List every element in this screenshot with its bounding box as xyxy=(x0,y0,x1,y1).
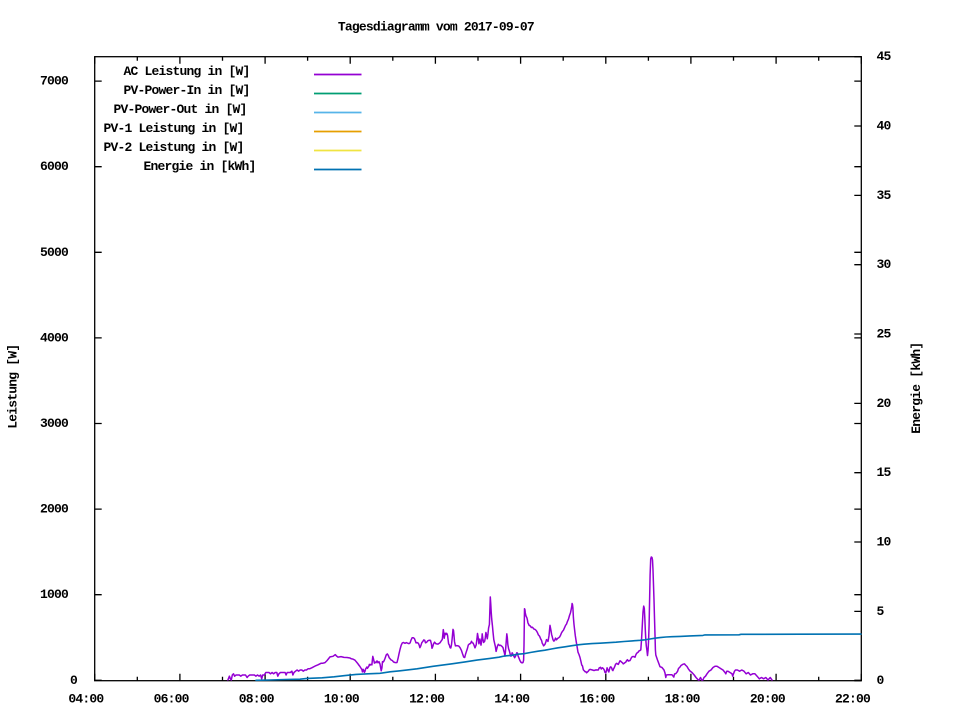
svg-text:6000: 6000 xyxy=(40,159,69,174)
svg-text:5: 5 xyxy=(877,604,885,619)
svg-text:15: 15 xyxy=(877,465,892,480)
svg-text:20: 20 xyxy=(877,396,892,411)
svg-text:Leistung [W]: Leistung [W] xyxy=(5,345,20,429)
svg-text:PV-Power-Out in [W]: PV-Power-Out in [W] xyxy=(114,102,247,117)
svg-text:08:00: 08:00 xyxy=(239,692,275,707)
svg-text:Energie [kWh]: Energie [kWh] xyxy=(909,343,924,434)
svg-text:04:00: 04:00 xyxy=(68,692,104,707)
svg-text:2000: 2000 xyxy=(40,502,69,517)
svg-text:45: 45 xyxy=(877,49,892,64)
svg-text:7000: 7000 xyxy=(40,74,69,89)
svg-text:Tagesdiagramm vom 2017-09-07: Tagesdiagramm vom 2017-09-07 xyxy=(338,20,534,35)
svg-text:PV-Power-In in [W]: PV-Power-In in [W] xyxy=(124,83,250,98)
svg-text:AC Leistung in [W]: AC Leistung in [W] xyxy=(124,64,250,79)
svg-text:4000: 4000 xyxy=(40,330,69,345)
svg-text:5000: 5000 xyxy=(40,245,69,260)
svg-text:14:00: 14:00 xyxy=(494,692,530,707)
svg-text:22:00: 22:00 xyxy=(835,692,871,707)
svg-text:PV-1 Leistung in [W]: PV-1 Leistung in [W] xyxy=(104,121,244,136)
svg-text:10:00: 10:00 xyxy=(324,692,360,707)
svg-text:PV-2 Leistung in [W]: PV-2 Leistung in [W] xyxy=(104,140,244,155)
svg-text:35: 35 xyxy=(877,188,892,203)
svg-text:3000: 3000 xyxy=(40,416,69,431)
svg-text:10: 10 xyxy=(877,535,892,550)
svg-text:18:00: 18:00 xyxy=(665,692,701,707)
svg-text:1000: 1000 xyxy=(40,587,69,602)
svg-text:16:00: 16:00 xyxy=(579,692,615,707)
svg-text:Energie in [kWh]: Energie in [kWh] xyxy=(144,159,256,174)
svg-text:20:00: 20:00 xyxy=(750,692,786,707)
svg-text:40: 40 xyxy=(877,119,892,134)
svg-text:0: 0 xyxy=(877,673,885,688)
svg-text:0: 0 xyxy=(70,673,78,688)
svg-text:12:00: 12:00 xyxy=(409,692,445,707)
svg-text:25: 25 xyxy=(877,327,892,342)
svg-text:30: 30 xyxy=(877,257,892,272)
svg-text:06:00: 06:00 xyxy=(154,692,190,707)
